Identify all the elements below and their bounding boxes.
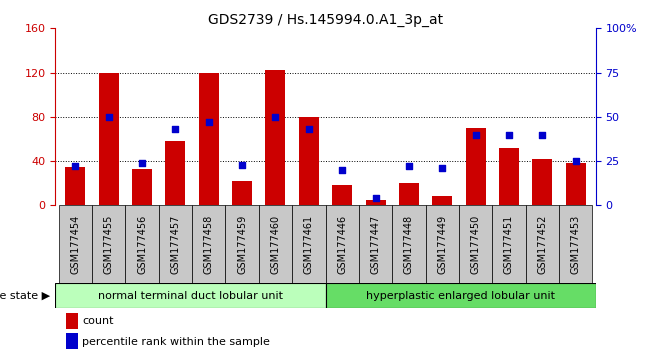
Point (270, 114, 281, 120)
Point (437, 165, 447, 171)
Point (137, 160, 147, 166)
Title: GDS2739 / Hs.145994.0.A1_3p_at: GDS2739 / Hs.145994.0.A1_3p_at (208, 13, 443, 27)
Bar (525, 205, 559, 283)
Bar (365, 200, 385, 205)
Text: GSM177449: GSM177449 (437, 215, 447, 274)
Text: GSM177458: GSM177458 (204, 215, 214, 274)
Bar (392, 205, 426, 283)
Text: GSM177450: GSM177450 (471, 215, 480, 274)
Text: count: count (82, 316, 114, 326)
Bar (299, 117, 319, 205)
Text: GSM177459: GSM177459 (237, 215, 247, 274)
Point (370, 195, 381, 201)
Bar (59, 205, 92, 283)
Bar (232, 181, 252, 205)
Point (303, 126, 314, 132)
Bar (465, 128, 486, 205)
Point (504, 132, 514, 137)
Text: disease state ▶: disease state ▶ (0, 291, 50, 301)
Bar (199, 73, 219, 205)
Text: GSM177461: GSM177461 (304, 215, 314, 274)
Bar (126, 205, 159, 283)
Bar (225, 205, 259, 283)
Bar (55, 283, 325, 308)
Bar (533, 159, 552, 205)
Text: GSM177456: GSM177456 (137, 215, 147, 274)
Point (204, 119, 214, 125)
Bar (66, 313, 78, 329)
Text: GSM177460: GSM177460 (270, 215, 281, 274)
Bar (92, 205, 126, 283)
Bar (165, 141, 186, 205)
Text: GSM177448: GSM177448 (404, 215, 414, 274)
Text: GSM177457: GSM177457 (171, 215, 180, 274)
Text: GSM177446: GSM177446 (337, 215, 347, 274)
Text: GSM177454: GSM177454 (70, 215, 80, 274)
Text: GSM177452: GSM177452 (537, 215, 547, 274)
Point (570, 158, 581, 164)
Bar (459, 205, 492, 283)
Point (471, 132, 481, 137)
Bar (492, 205, 525, 283)
Bar (192, 205, 225, 283)
Bar (292, 205, 326, 283)
Bar (399, 183, 419, 205)
Bar (426, 205, 459, 283)
Point (404, 164, 414, 169)
Text: hyperplastic enlarged lobular unit: hyperplastic enlarged lobular unit (366, 291, 555, 301)
Point (170, 126, 180, 132)
Bar (432, 196, 452, 205)
Bar (566, 163, 586, 205)
Bar (259, 205, 292, 283)
Bar (99, 73, 118, 205)
Bar (326, 205, 359, 283)
Bar (359, 205, 392, 283)
Text: percentile rank within the sample: percentile rank within the sample (82, 337, 270, 347)
Text: GSM177453: GSM177453 (571, 215, 581, 274)
Point (237, 162, 247, 167)
Point (337, 167, 348, 173)
Point (104, 114, 114, 120)
Bar (326, 283, 596, 308)
Bar (132, 169, 152, 205)
Text: GSM177455: GSM177455 (104, 215, 114, 274)
Bar (266, 70, 286, 205)
Text: normal terminal duct lobular unit: normal terminal duct lobular unit (98, 291, 283, 301)
Point (537, 132, 547, 137)
Text: GSM177451: GSM177451 (504, 215, 514, 274)
Bar (559, 205, 592, 283)
Bar (499, 148, 519, 205)
Text: GSM177447: GSM177447 (370, 215, 381, 274)
Bar (65, 167, 85, 205)
Bar (332, 185, 352, 205)
Bar (66, 333, 78, 349)
Bar (159, 205, 192, 283)
Point (70, 164, 81, 169)
